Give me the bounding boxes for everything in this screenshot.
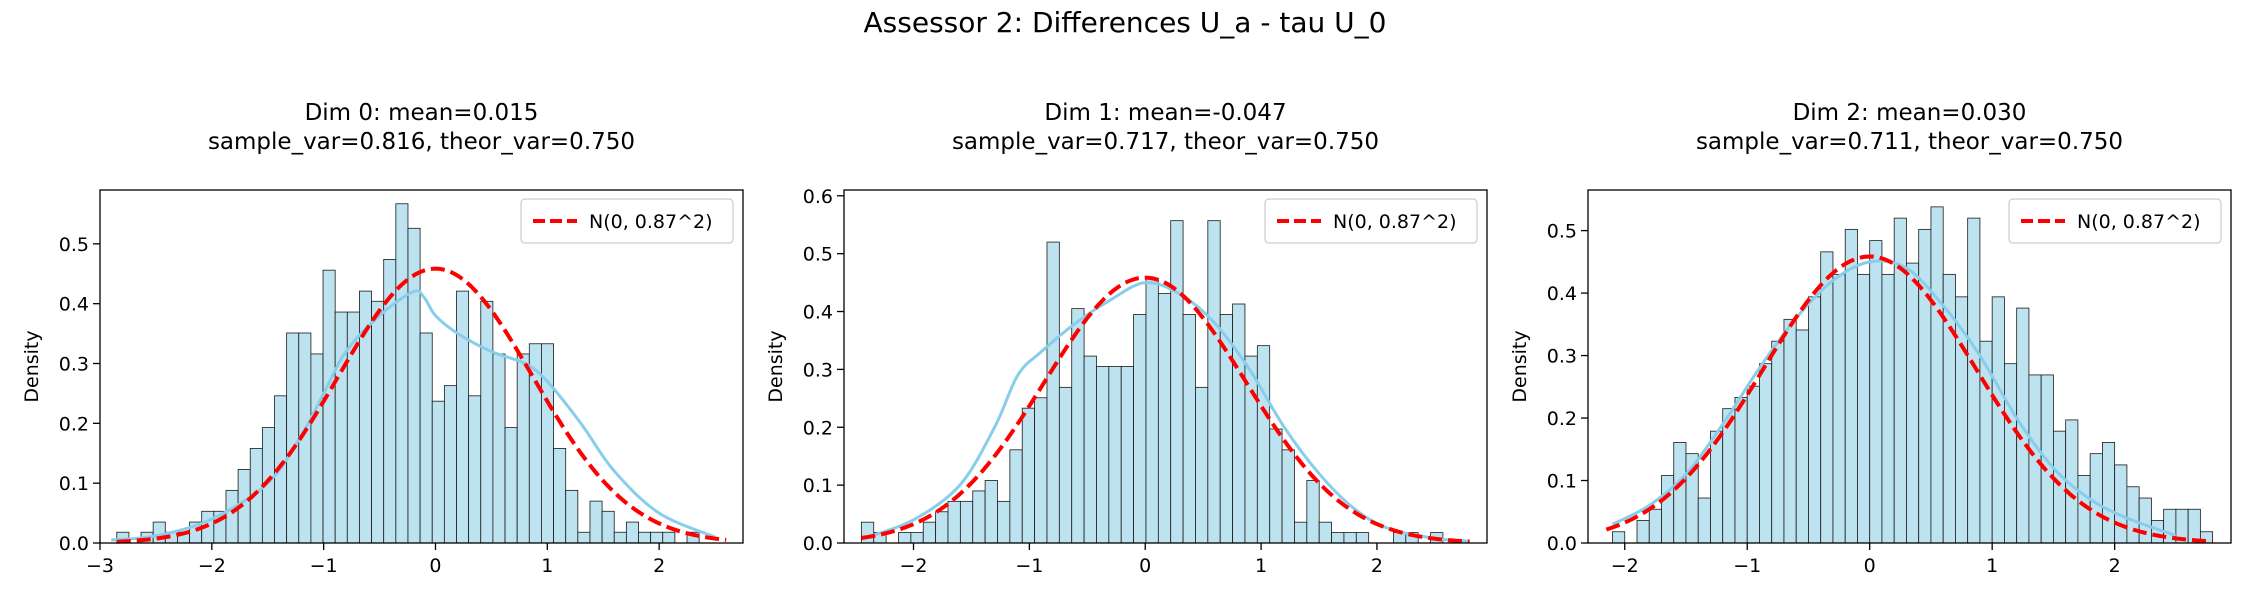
histogram-bar: [2089, 453, 2103, 544]
y-tick-label: 0.0: [59, 533, 89, 555]
x-tick-label: −3: [86, 555, 114, 577]
x-tick-label: 1: [1255, 555, 1267, 577]
x-tick-label: −1: [310, 555, 338, 577]
y-tick-label: 0.2: [59, 413, 89, 435]
histogram-bar: [2053, 430, 2067, 544]
y-tick-label: 0.6: [803, 186, 833, 208]
histogram-bar: [2138, 497, 2152, 544]
subplot-title-line1: Dim 1: mean=-0.047: [1044, 100, 1286, 126]
histogram-bar: [1648, 508, 1662, 544]
axes-frame: [99, 189, 744, 544]
y-tick-label: 0.3: [1547, 346, 1577, 368]
histogram-bar: [1771, 340, 1785, 544]
subplot-title-line2: sample_var=0.717, theor_var=0.750: [952, 129, 1379, 155]
histogram-bar: [1967, 217, 1981, 544]
kde-curve: [866, 281, 1470, 543]
histogram-bar: [1832, 273, 1846, 544]
histogram-bar: [1991, 296, 2005, 544]
y-axis-label: Density: [21, 330, 43, 402]
y-tick-label: 0.1: [803, 475, 833, 497]
y-tick-label: 0.3: [803, 359, 833, 381]
x-tick-label: 2: [653, 555, 665, 577]
histogram-bar: [1759, 363, 1773, 544]
histogram-bar: [1820, 251, 1834, 544]
legend-box: [2008, 198, 2222, 244]
histogram-bar: [1636, 520, 1650, 544]
y-tick-label: 0.5: [1547, 221, 1577, 243]
y-tick-label: 0.0: [1547, 533, 1577, 555]
legend-box: [520, 198, 734, 244]
histogram-bar: [2004, 363, 2018, 544]
histogram-bar: [1673, 442, 1687, 544]
y-tick-label: 0.4: [803, 302, 833, 324]
histogram-bar: [1795, 329, 1809, 544]
y-tick-label: 0.1: [59, 473, 89, 495]
x-tick-label: 0: [1139, 555, 1151, 577]
histogram-bar: [1783, 318, 1797, 544]
histogram-bar: [1710, 430, 1724, 544]
y-tick-label: 0.4: [59, 294, 89, 316]
y-axis-label: Density: [1509, 330, 1531, 402]
y-tick-label: 0.1: [1547, 471, 1577, 493]
x-tick-label: 0: [429, 555, 441, 577]
histogram-bar: [2126, 486, 2140, 544]
y-tick-label: 0.3: [59, 354, 89, 376]
legend-label: N(0, 0.87^2): [2077, 211, 2201, 233]
histogram-bar: [1857, 273, 1871, 544]
histogram-bar: [1746, 385, 1760, 544]
x-tick-label: −1: [1733, 555, 1761, 577]
subplot-title-line1: Dim 0: mean=0.015: [305, 100, 539, 126]
histogram-bar: [2101, 442, 2116, 544]
histogram-bar: [1734, 397, 1748, 544]
legend-label: N(0, 0.87^2): [1333, 211, 1457, 233]
histogram-bar: [1722, 408, 1736, 544]
x-tick-label: 1: [1986, 555, 1998, 577]
x-tick-label: 0: [1864, 555, 1876, 577]
axes-frame: [1587, 189, 2232, 544]
y-tick-label: 0.0: [803, 533, 833, 555]
y-tick-label: 0.2: [803, 417, 833, 439]
x-tick-label: −2: [900, 555, 928, 577]
x-tick-label: 1: [541, 555, 553, 577]
y-tick-label: 0.5: [803, 244, 833, 266]
histogram-bar: [1612, 531, 1626, 544]
histogram-bar: [2187, 508, 2201, 544]
subplot-title-line2: sample_var=0.711, theor_var=0.750: [1696, 129, 2123, 155]
y-tick-label: 0.5: [59, 234, 89, 256]
histogram-bar: [1906, 262, 1920, 544]
histogram-bar: [1808, 296, 1822, 544]
histogram-bar: [2114, 464, 2128, 544]
histogram-bar: [1869, 240, 1883, 544]
legend-box: [1264, 198, 1478, 244]
y-tick-label: 0.2: [1547, 408, 1577, 430]
x-tick-label: 2: [2109, 555, 2121, 577]
x-tick-label: −2: [198, 555, 226, 577]
histogram-bar: [1918, 228, 1932, 544]
normal-pdf-curve: [1605, 254, 2213, 544]
x-tick-label: 2: [1371, 555, 1383, 577]
y-tick-label: 0.4: [1547, 283, 1577, 305]
figure-title: Assessor 2: Differences U_a - tau U_0: [863, 6, 1387, 39]
legend-label: N(0, 0.87^2): [589, 211, 713, 233]
subplot-title-line1: Dim 2: mean=0.030: [1793, 100, 2027, 126]
subplot-title-line2: sample_var=0.816, theor_var=0.750: [208, 129, 635, 155]
x-tick-label: −2: [1611, 555, 1639, 577]
histogram-bar: [1661, 475, 1675, 544]
axes-frame: [843, 189, 1488, 544]
histogram-bar: [1881, 273, 1895, 544]
x-tick-label: −1: [1015, 555, 1043, 577]
normal-pdf-curve: [116, 266, 727, 544]
y-axis-label: Density: [765, 330, 787, 402]
histogram-bar: [1697, 497, 1711, 544]
histogram-bar: [2028, 374, 2042, 544]
normal-pdf-curve: [861, 275, 1470, 544]
histogram-bar: [1844, 228, 1858, 544]
histogram-bar: [1930, 206, 1944, 544]
